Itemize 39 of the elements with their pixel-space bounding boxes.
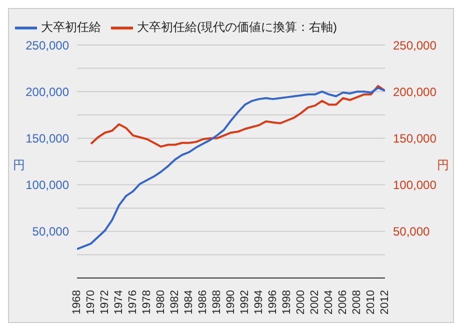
x-tick-label: 2012: [379, 290, 391, 314]
y2-tick-label: 250,000: [393, 38, 437, 52]
x-tick-label: 2002: [309, 290, 321, 314]
x-tick-label: 1984: [183, 290, 195, 314]
x-tick-label: 1974: [113, 290, 125, 314]
y-tick-label: 100,000: [26, 178, 70, 192]
line-series: [90, 85, 385, 148]
x-tick-label: 1982: [169, 290, 181, 314]
x-tick-label: 2004: [323, 290, 335, 314]
y-tick-label: 50,000: [32, 224, 70, 239]
x-tick-label: 1996: [267, 290, 279, 314]
y2-axis-title: 円: [437, 157, 449, 174]
x-tick-label: 1970: [85, 290, 97, 314]
x-tick-label: 1986: [197, 290, 209, 314]
x-tick-label: 1976: [127, 290, 139, 314]
y-axis-title: 円: [13, 157, 25, 174]
y2-tick-label: 150,000: [393, 131, 437, 146]
x-tick-label: 1992: [239, 290, 251, 314]
y2-tick-label: 200,000: [393, 84, 437, 99]
x-tick-label: 1988: [211, 290, 223, 314]
x-tick-label: 2006: [337, 290, 349, 314]
line-series: [77, 86, 385, 250]
x-tick-label: 2010: [365, 290, 377, 314]
y-tick-label: 250,000: [26, 38, 70, 52]
x-tick-label: 2008: [351, 290, 363, 314]
x-tick-label: 2000: [295, 290, 307, 314]
x-tick-label: 1998: [281, 290, 293, 314]
y-tick-label: 150,000: [26, 131, 70, 146]
x-tick-label: 1990: [225, 290, 237, 314]
legend-label: 大卒初任給(現代の価値に換算：右軸): [137, 20, 337, 34]
y2-tick-label: 100,000: [393, 178, 437, 192]
legend-label: 大卒初任給: [41, 20, 101, 34]
y-tick-label: 200,000: [26, 84, 70, 99]
x-tick-label: 1978: [141, 290, 153, 314]
x-tick-label: 1994: [253, 290, 265, 314]
y2-tick-label: 50,000: [393, 224, 430, 239]
x-tick-label: 1968: [71, 290, 83, 314]
x-tick-label: 1972: [99, 290, 111, 314]
x-tick-label: 1980: [155, 290, 167, 314]
